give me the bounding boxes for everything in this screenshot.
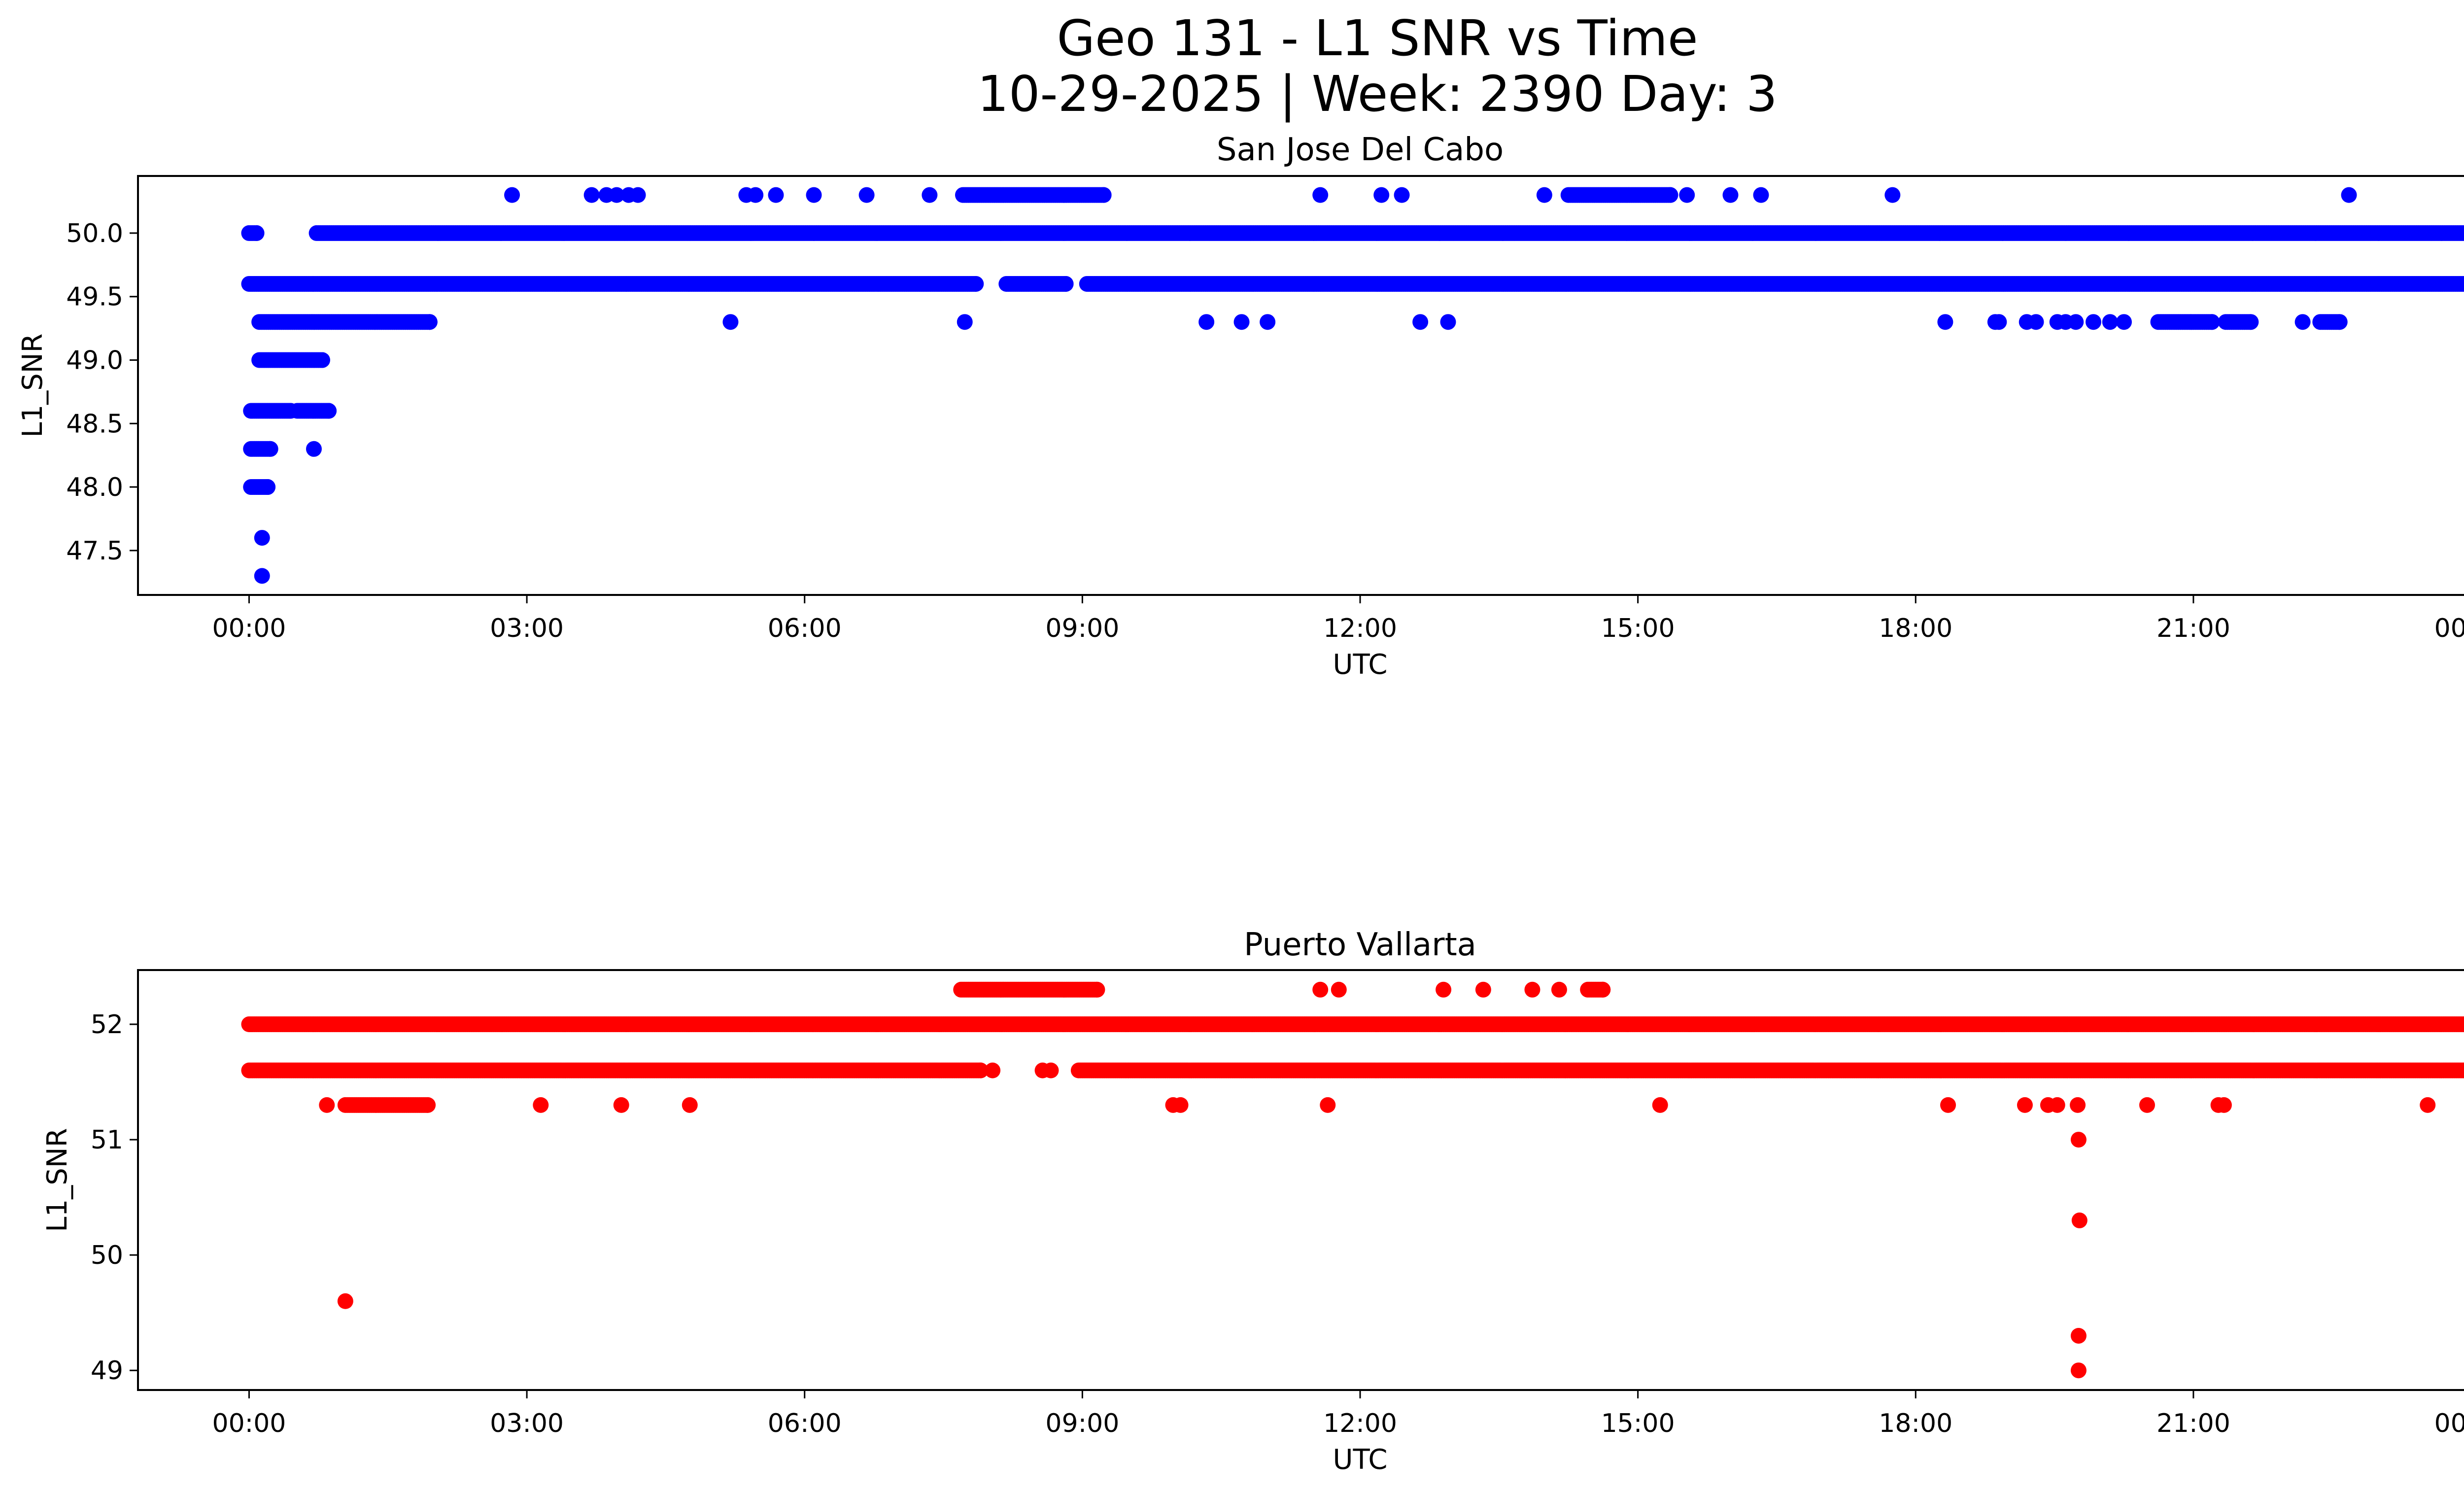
subplot-san-jose-del-cabo: San Jose Del Cabo 00:00 03:00 06:00 09:00 12…	[17, 132, 2464, 681]
data-point	[2341, 187, 2357, 203]
x-tick-label: 09:00	[1045, 614, 1119, 643]
data-point	[1394, 187, 1410, 203]
y-tick-label: 49.5	[66, 282, 123, 312]
x-tick-label: 21:00	[2156, 614, 2230, 643]
data-point	[968, 276, 984, 292]
data-point	[1722, 187, 1739, 203]
data-point	[2204, 314, 2220, 330]
data-point	[2294, 314, 2311, 330]
scatter-points	[241, 187, 2464, 584]
data-point	[768, 187, 784, 203]
data-point	[1991, 314, 2007, 330]
data-point	[421, 314, 438, 330]
x-tick-label: 18:00	[1879, 614, 1952, 643]
data-point	[2102, 314, 2118, 330]
figure-title-line2: 10-29-2025 | Week: 2390 Day: 3	[977, 65, 1777, 123]
data-point	[260, 479, 276, 495]
data-point	[2028, 314, 2044, 330]
data-point	[2086, 314, 2101, 330]
data-point	[1753, 187, 1769, 203]
data-point	[609, 187, 625, 203]
data-point	[806, 187, 822, 203]
subplot-title: Puerto Vallarta	[1244, 927, 1476, 963]
data-point	[2331, 314, 2348, 330]
figure-title-line1: Geo 131 - L1 SNR vs Time	[1057, 9, 1698, 67]
data-point	[722, 314, 739, 330]
data-point	[2116, 314, 2132, 330]
data-point	[748, 187, 764, 203]
data-point	[504, 187, 520, 203]
data-point	[1937, 314, 1953, 330]
x-tick-label: 12:00	[1323, 614, 1397, 643]
data-point	[1536, 187, 1552, 203]
data-point	[1095, 187, 1112, 203]
data-point	[922, 187, 938, 203]
data-point	[1662, 187, 1678, 203]
data-point	[2068, 314, 2084, 330]
x-tick-label: 03:00	[490, 614, 564, 643]
data-point	[254, 530, 270, 546]
y-tick-label: 48.5	[66, 409, 123, 439]
scatter-points	[241, 981, 2464, 1379]
data-point	[1884, 187, 1901, 203]
y-tick-label: 49.0	[66, 346, 123, 375]
y-tick-label: 48.0	[66, 473, 123, 502]
y-axis-label: L1_SNR	[17, 333, 49, 437]
x-tick-label: 00:00	[2434, 614, 2464, 643]
data-point	[2461, 1018, 2464, 1030]
y-tick-label: 50.0	[66, 219, 123, 248]
data-point	[583, 187, 600, 203]
data-point	[1412, 314, 1429, 330]
y-axis-ticks: 47.5 48.0 48.5 49.0 49.5 50.0	[66, 219, 138, 566]
y-tick-label: 47.5	[66, 536, 123, 566]
data-point	[248, 225, 265, 241]
data-point	[1312, 187, 1329, 203]
x-axis-ticks: 00:00 03:00 06:00 09:00 12:00 15:00 18:00 21:00…	[212, 595, 2464, 643]
data-point	[1373, 187, 1390, 203]
data-point	[1058, 276, 1074, 292]
subplot-puerto-vallarta: Puerto Vallarta 00:00 03:00 06:00 09:00 12:0…	[41, 927, 2464, 1476]
data-point	[1440, 314, 1456, 330]
data-point	[1260, 314, 1276, 330]
data-point	[262, 441, 278, 457]
x-tick-label: 00:00	[212, 614, 286, 643]
data-point	[2462, 279, 2464, 289]
data-point	[2243, 314, 2259, 330]
data-point	[1198, 314, 1215, 330]
data-point	[254, 568, 270, 584]
x-tick-label: 06:00	[768, 614, 842, 643]
data-point	[1679, 187, 1695, 203]
x-tick-label: 15:00	[1601, 614, 1675, 643]
data-point	[972, 1062, 989, 1078]
subplot-title: San Jose Del Cabo	[1217, 132, 1504, 168]
data-point	[321, 403, 337, 419]
data-point	[858, 187, 875, 203]
data-point	[306, 441, 322, 457]
data-point	[2462, 228, 2464, 238]
data-point	[314, 352, 330, 368]
data-point	[630, 187, 646, 203]
data-point	[957, 314, 973, 330]
data-point	[1233, 314, 1250, 330]
x-axis-label: UTC	[1333, 649, 1387, 681]
